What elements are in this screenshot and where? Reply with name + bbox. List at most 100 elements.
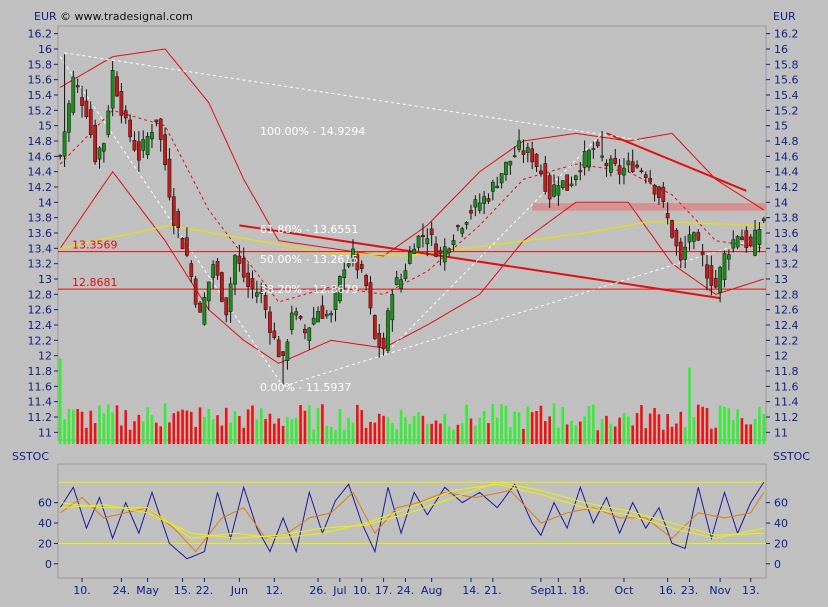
candle-body: [320, 305, 325, 319]
volume-bar: [727, 408, 731, 444]
trendlines-layer: [59, 52, 764, 387]
support-line-label: 13.3569: [72, 239, 118, 252]
x-tick-label: 21.: [484, 584, 502, 597]
candle-body: [233, 255, 237, 285]
volume-bar: [233, 411, 237, 444]
volume-bar: [648, 413, 652, 444]
volume-bar: [312, 429, 315, 444]
candles-layer: [58, 54, 766, 388]
volume-bar: [194, 426, 197, 444]
candle-body: [307, 327, 312, 341]
candle-body: [246, 272, 250, 287]
candle-body: [534, 153, 539, 167]
volume-layer: [58, 358, 766, 444]
candle-body: [521, 150, 526, 155]
x-tick-label: 10.: [73, 584, 91, 597]
candle-body: [84, 100, 89, 117]
y-tick-label-left: 12.2: [28, 334, 53, 347]
volume-bar: [277, 418, 281, 444]
candle-body: [587, 150, 591, 168]
fibonacci-labels: 100.00% - 14.9294 61.80% - 13.6551 50.00% …: [260, 125, 365, 394]
y-tick-label-right: 12.2: [774, 334, 799, 347]
volume-bar: [679, 411, 683, 444]
x-tick-label: 15.: [174, 584, 192, 597]
volume-bar: [211, 419, 215, 444]
volume-bar: [281, 425, 285, 444]
volume-bar: [124, 410, 128, 444]
volume-bar: [290, 419, 294, 444]
volume-bar: [539, 405, 543, 444]
volume-bar: [229, 422, 232, 444]
y-tick-label-left: 15.6: [28, 74, 53, 87]
volume-bar: [259, 408, 263, 444]
volume-bar: [710, 428, 713, 444]
candle-body: [289, 312, 294, 330]
volume-bar: [535, 410, 538, 444]
candle-body: [324, 313, 329, 317]
candle-body: [451, 240, 456, 246]
y-tick-label-left: 13.2: [28, 258, 53, 271]
candle-body: [268, 311, 272, 333]
volume-bar: [71, 409, 75, 444]
y-tick-label-left: 12.4: [28, 319, 53, 332]
y-tick-label-right: 15.8: [774, 58, 799, 71]
candle-body: [80, 97, 84, 106]
candle-body: [412, 248, 417, 254]
volume-bar: [745, 424, 748, 444]
candle-body: [530, 148, 535, 163]
candle-body: [176, 211, 181, 228]
volume-bar: [714, 427, 718, 444]
y-tick-label-left: 11.4: [28, 396, 53, 409]
y-tick-label-left: 12.8: [28, 288, 53, 301]
y-tick-label-right: 12.4: [774, 319, 799, 332]
volume-bar: [587, 406, 591, 444]
y-tick-label-right: 12.6: [774, 304, 799, 317]
volume-bar: [456, 424, 460, 444]
y-tick-label-right: 14.2: [774, 181, 799, 194]
volume-bar: [618, 417, 621, 444]
y-tick-label-right: 14: [774, 196, 788, 209]
volume-bar: [561, 406, 565, 444]
candle-body: [482, 196, 486, 204]
volume-bar: [76, 409, 79, 444]
candle-body: [202, 297, 207, 325]
volume-bar: [439, 423, 442, 444]
volume-bar: [509, 427, 512, 444]
x-tick-label: Jul: [332, 584, 346, 597]
volume-bar: [294, 417, 298, 444]
volume-bar: [644, 428, 648, 444]
candle-body: [58, 155, 63, 157]
candle-body: [123, 110, 128, 119]
y-tick-label-left: 14.4: [28, 166, 53, 179]
candle-body: [158, 118, 163, 140]
volume-bar: [666, 414, 669, 444]
candle-body: [674, 230, 679, 247]
candle-body: [62, 131, 67, 157]
candle-body: [670, 220, 674, 238]
volume-bar: [338, 409, 342, 444]
y-tick-label-right: 13.2: [774, 258, 799, 271]
volume-bar: [557, 427, 560, 444]
y-tick-label-right: 12.8: [774, 288, 799, 301]
stoch-series-line: [59, 481, 765, 560]
candle-body: [206, 281, 211, 302]
candle-body: [613, 158, 618, 164]
volume-bar: [683, 427, 687, 444]
candle-body: [250, 278, 255, 289]
volume-bar: [543, 421, 547, 444]
volume-bar: [622, 412, 626, 444]
candle-body: [368, 282, 373, 309]
y-tick-label-right: 13.6: [774, 227, 799, 240]
y-tick-label-left: 14.2: [28, 181, 53, 194]
candle-body: [491, 182, 495, 192]
volume-bar: [421, 415, 425, 444]
currency-label-right: EUR: [773, 10, 796, 23]
candle-body: [731, 239, 736, 249]
candle-body: [552, 184, 556, 197]
x-tick-label: 18.: [572, 584, 590, 597]
y-tick-label-right: 11.8: [774, 365, 799, 378]
candle-body: [469, 210, 473, 214]
volume-bar: [58, 358, 62, 444]
candle-body: [75, 85, 80, 88]
